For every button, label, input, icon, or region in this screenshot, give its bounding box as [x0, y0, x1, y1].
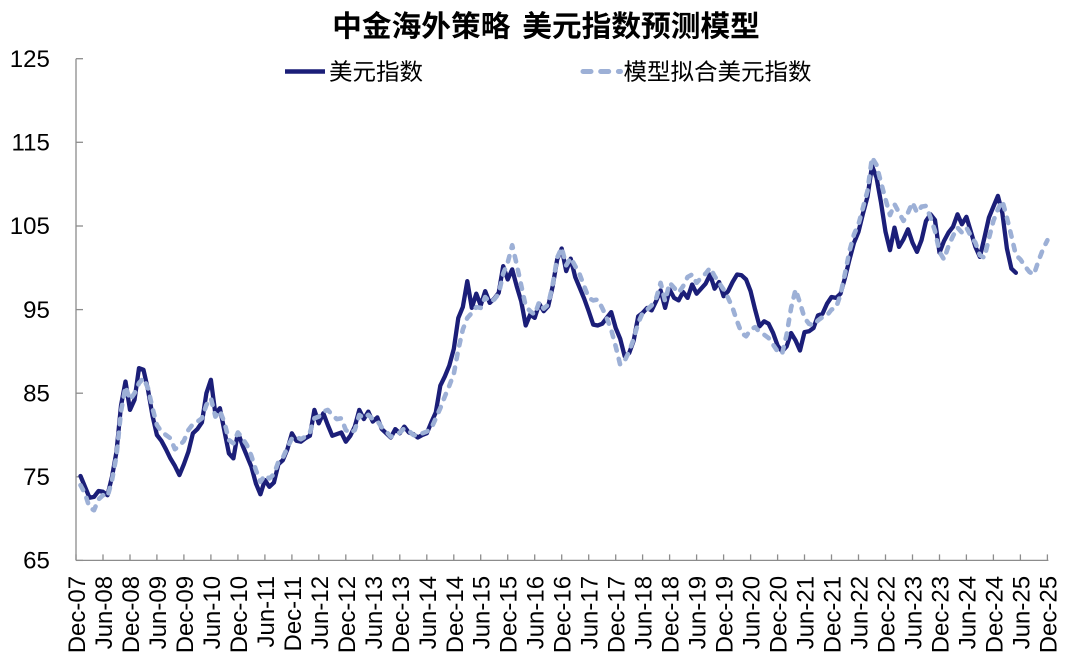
svg-text:Dec-08: Dec-08 — [118, 576, 145, 653]
svg-text:115: 115 — [12, 130, 50, 157]
svg-text:75: 75 — [23, 464, 50, 491]
svg-text:Dec-10: Dec-10 — [226, 576, 253, 653]
svg-text:85: 85 — [23, 380, 50, 407]
svg-text:Dec-15: Dec-15 — [496, 576, 523, 653]
svg-text:Dec-12: Dec-12 — [334, 576, 361, 653]
svg-text:Jun-08: Jun-08 — [91, 576, 118, 649]
svg-text:Dec-14: Dec-14 — [442, 576, 469, 653]
svg-text:Jun-16: Jun-16 — [523, 576, 550, 649]
svg-text:Dec-22: Dec-22 — [874, 576, 901, 653]
svg-text:Dec-07: Dec-07 — [64, 576, 91, 653]
svg-text:Dec-13: Dec-13 — [388, 576, 415, 653]
svg-text:Dec-18: Dec-18 — [658, 576, 685, 653]
svg-text:95: 95 — [23, 297, 50, 324]
svg-text:Dec-24: Dec-24 — [981, 576, 1008, 653]
svg-text:Jun-19: Jun-19 — [685, 576, 712, 649]
svg-text:Dec-16: Dec-16 — [550, 576, 577, 653]
svg-text:Jun-09: Jun-09 — [145, 576, 172, 649]
svg-text:Jun-25: Jun-25 — [1008, 576, 1035, 649]
svg-text:Jun-22: Jun-22 — [847, 576, 874, 649]
svg-text:Jun-13: Jun-13 — [361, 576, 388, 649]
svg-text:Jun-11: Jun-11 — [253, 576, 280, 648]
svg-text:Jun-12: Jun-12 — [307, 576, 334, 649]
svg-text:Dec-21: Dec-21 — [820, 576, 847, 653]
svg-text:Jun-17: Jun-17 — [577, 576, 604, 649]
svg-text:125: 125 — [10, 46, 50, 73]
svg-text:Jun-10: Jun-10 — [199, 576, 226, 649]
svg-text:65: 65 — [23, 548, 50, 575]
svg-text:Jun-21: Jun-21 — [793, 576, 820, 649]
svg-text:Jun-20: Jun-20 — [739, 576, 766, 649]
svg-text:Dec-09: Dec-09 — [172, 576, 199, 653]
svg-text:Dec-20: Dec-20 — [766, 576, 793, 653]
svg-text:Dec-19: Dec-19 — [712, 576, 739, 653]
svg-text:105: 105 — [10, 213, 50, 240]
svg-text:Jun-14: Jun-14 — [415, 576, 442, 649]
svg-text:Jun-15: Jun-15 — [469, 576, 496, 649]
svg-text:Dec-17: Dec-17 — [604, 576, 631, 653]
svg-text:Dec-23: Dec-23 — [928, 576, 955, 653]
svg-text:Jun-23: Jun-23 — [901, 576, 928, 649]
svg-text:Jun-18: Jun-18 — [631, 576, 658, 649]
svg-text:Dec-25: Dec-25 — [1035, 576, 1062, 653]
svg-text:Dec-11: Dec-11 — [280, 576, 307, 652]
svg-text:Jun-24: Jun-24 — [954, 576, 981, 649]
